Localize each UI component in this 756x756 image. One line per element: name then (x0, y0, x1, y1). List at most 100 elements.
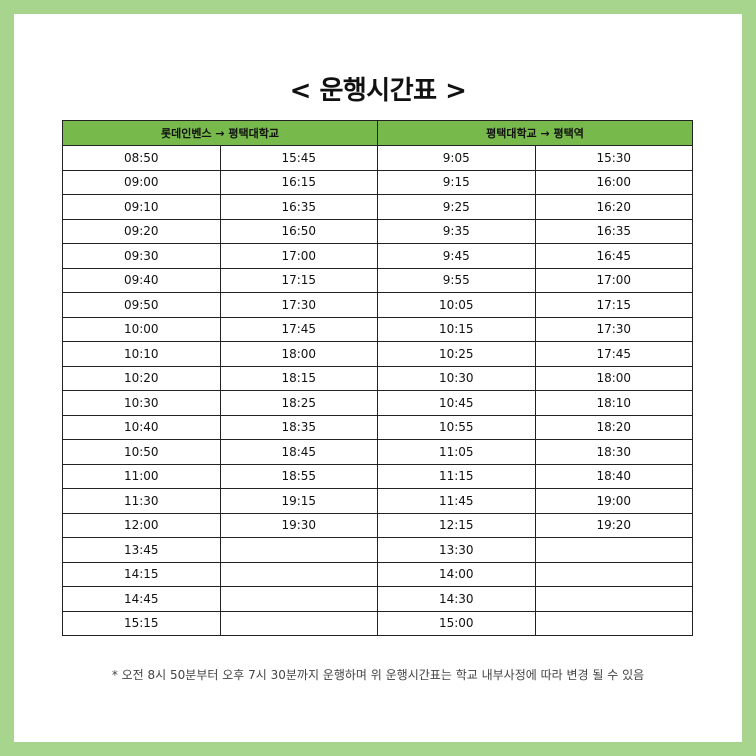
time-cell: 10:40 (62, 414, 221, 440)
time-cell: 14:30 (377, 586, 536, 612)
time-cell: 11:00 (62, 463, 221, 489)
time-cell: 10:30 (62, 390, 221, 416)
table-row: 09:10 16:35 9:25 16:20 (62, 194, 693, 220)
time-cell: 12:15 (377, 512, 536, 538)
table-row: 09:00 16:15 9:15 16:00 (62, 169, 693, 195)
time-cell: 17:30 (534, 316, 693, 342)
time-cell: 11:15 (377, 463, 536, 489)
time-cell: 10:05 (377, 292, 536, 318)
time-cell: 11:45 (377, 488, 536, 514)
time-cell: 10:15 (377, 316, 536, 342)
time-cell: 17:45 (534, 341, 693, 367)
time-cell: 9:35 (377, 218, 536, 244)
time-cell: 09:00 (62, 169, 221, 195)
time-cell: 18:40 (534, 463, 693, 489)
time-cell: 19:20 (534, 512, 693, 538)
time-cell: 18:25 (219, 390, 378, 416)
time-cell: 09:50 (62, 292, 221, 318)
time-cell: 12:00 (62, 512, 221, 538)
table-row: 09:20 16:50 9:35 16:35 (62, 218, 693, 244)
time-cell: 10:50 (62, 439, 221, 465)
time-cell: 15:00 (377, 610, 536, 636)
time-cell: 09:20 (62, 218, 221, 244)
time-cell: 16:45 (534, 243, 693, 269)
table-row: 09:40 17:15 9:55 17:00 (62, 267, 693, 293)
time-cell: 17:15 (219, 267, 378, 293)
time-cell: 14:00 (377, 561, 536, 587)
time-cell: 18:20 (534, 414, 693, 440)
time-cell: 18:35 (219, 414, 378, 440)
table-row: 15:15 15:00 (62, 610, 693, 636)
table-row: 14:15 14:00 (62, 561, 693, 587)
table-row: 10:40 18:35 10:55 18:20 (62, 414, 693, 440)
table-row: 10:30 18:25 10:45 18:10 (62, 390, 693, 416)
time-cell: 18:30 (534, 439, 693, 465)
time-cell: 18:10 (534, 390, 693, 416)
table-row: 09:30 17:00 9:45 16:45 (62, 243, 693, 269)
time-cell: 15:15 (62, 610, 221, 636)
time-cell: 10:30 (377, 365, 536, 391)
schedule-body: 08:50 15:45 9:05 15:30 09:00 16:15 9:15 16:00 09… (62, 145, 693, 636)
table-row: 11:30 19:15 11:45 19:00 (62, 488, 693, 514)
time-cell: 18:55 (219, 463, 378, 489)
time-cell: 10:00 (62, 316, 221, 342)
time-cell: 17:30 (219, 292, 378, 318)
time-cell: 18:15 (219, 365, 378, 391)
time-cell: 09:10 (62, 194, 221, 220)
time-cell (219, 537, 378, 563)
table-row: 10:10 18:00 10:25 17:45 (62, 341, 693, 367)
time-cell: 18:45 (219, 439, 378, 465)
time-cell: 9:05 (377, 145, 536, 171)
time-cell (219, 610, 378, 636)
time-cell: 16:35 (219, 194, 378, 220)
time-cell: 09:40 (62, 267, 221, 293)
time-cell: 9:15 (377, 169, 536, 195)
time-cell: 11:30 (62, 488, 221, 514)
page-title: < 운행시간표 > (289, 76, 467, 106)
table-header-row: 롯데인벤스 → 평택대학교 평택대학교 → 평택역 (62, 120, 693, 146)
time-cell: 10:55 (377, 414, 536, 440)
time-cell: 15:45 (219, 145, 378, 171)
time-cell: 10:45 (377, 390, 536, 416)
time-cell (534, 537, 693, 563)
time-cell: 9:55 (377, 267, 536, 293)
time-cell: 16:15 (219, 169, 378, 195)
time-cell: 18:00 (534, 365, 693, 391)
table-row: 09:50 17:30 10:05 17:15 (62, 292, 693, 318)
time-cell: 9:25 (377, 194, 536, 220)
time-cell (534, 610, 693, 636)
time-cell: 16:20 (534, 194, 693, 220)
time-cell: 9:45 (377, 243, 536, 269)
time-cell (219, 561, 378, 587)
time-cell: 14:45 (62, 586, 221, 612)
time-cell: 14:15 (62, 561, 221, 587)
time-cell: 19:15 (219, 488, 378, 514)
time-cell (534, 586, 693, 612)
table-row: 10:00 17:45 10:15 17:30 (62, 316, 693, 342)
time-cell: 17:00 (534, 267, 693, 293)
table-row: 14:45 14:30 (62, 586, 693, 612)
header-route-lotte-to-university: 롯데인벤스 → 평택대학교 (62, 120, 378, 146)
schedule-table: 롯데인벤스 → 평택대학교 평택대학교 → 평택역 08:50 15:45 9:05… (62, 120, 693, 636)
time-cell: 17:15 (534, 292, 693, 318)
time-cell (219, 586, 378, 612)
time-cell: 11:05 (377, 439, 536, 465)
time-cell: 19:30 (219, 512, 378, 538)
table-row: 10:20 18:15 10:30 18:00 (62, 365, 693, 391)
time-cell: 16:35 (534, 218, 693, 244)
time-cell: 10:20 (62, 365, 221, 391)
time-cell: 17:00 (219, 243, 378, 269)
time-cell: 13:45 (62, 537, 221, 563)
time-cell: 16:00 (534, 169, 693, 195)
time-cell: 08:50 (62, 145, 221, 171)
table-row: 12:00 19:30 12:15 19:20 (62, 512, 693, 538)
header-route-university-to-station: 평택대학교 → 평택역 (377, 120, 693, 146)
time-cell: 15:30 (534, 145, 693, 171)
time-cell (534, 561, 693, 587)
time-cell: 09:30 (62, 243, 221, 269)
time-cell: 18:00 (219, 341, 378, 367)
table-row: 08:50 15:45 9:05 15:30 (62, 145, 693, 171)
time-cell: 10:25 (377, 341, 536, 367)
time-cell: 19:00 (534, 488, 693, 514)
time-cell: 16:50 (219, 218, 378, 244)
